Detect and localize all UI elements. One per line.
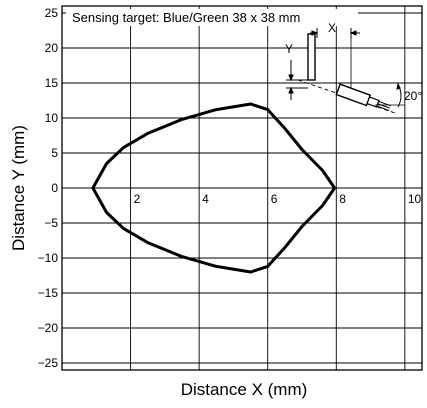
- x-axis-label: Distance X (mm): [181, 380, 308, 399]
- x-tick-label: 2: [134, 192, 141, 206]
- y-tick-label: 20: [45, 41, 59, 55]
- x-arrowhead-left-icon: [311, 30, 319, 36]
- y-arrowhead-top-icon: [288, 74, 294, 82]
- x-arrowhead-right-icon: [349, 30, 357, 36]
- y-arrowhead-bottom-icon: [288, 86, 294, 94]
- x-tick-label: 6: [271, 192, 278, 206]
- chart-title: Sensing target: Blue/Green 38 x 38 mm: [72, 10, 300, 25]
- x-tick-label: 4: [202, 192, 209, 206]
- x-tick-label: 10: [408, 192, 422, 206]
- y-tick-label: −10: [38, 251, 59, 265]
- y-tick-label: −20: [38, 321, 59, 335]
- y-tick-label: 0: [51, 181, 58, 195]
- detection-curve: [91, 102, 336, 274]
- y-tick-label: 15: [45, 76, 59, 90]
- sensing-diagram: [286, 28, 405, 114]
- sensor-head-icon: [335, 83, 391, 112]
- diagram-angle-label: 20°: [404, 89, 422, 103]
- y-tick-label: −25: [38, 356, 59, 370]
- y-tick-label: 25: [45, 6, 59, 20]
- y-tick-labels: 25 20 15 10 5 0 −5 −10 −15 −20 −25: [38, 6, 59, 370]
- diagram-label-y: Y: [285, 42, 293, 56]
- y-tick-label: 5: [51, 146, 58, 160]
- x-tick-label: 8: [339, 192, 346, 206]
- angle-arrowhead-icon: [396, 82, 401, 90]
- y-tick-label: −15: [38, 286, 59, 300]
- x-tick-labels: 2 4 6 8 10: [134, 192, 422, 206]
- title-background: [66, 9, 358, 26]
- diagram-label-x: X: [328, 21, 336, 35]
- target-plate-icon: [307, 33, 316, 81]
- y-tick-label: −5: [44, 216, 58, 230]
- y-tick-label: 10: [45, 111, 59, 125]
- y-axis-label: Distance Y (mm): [9, 125, 28, 251]
